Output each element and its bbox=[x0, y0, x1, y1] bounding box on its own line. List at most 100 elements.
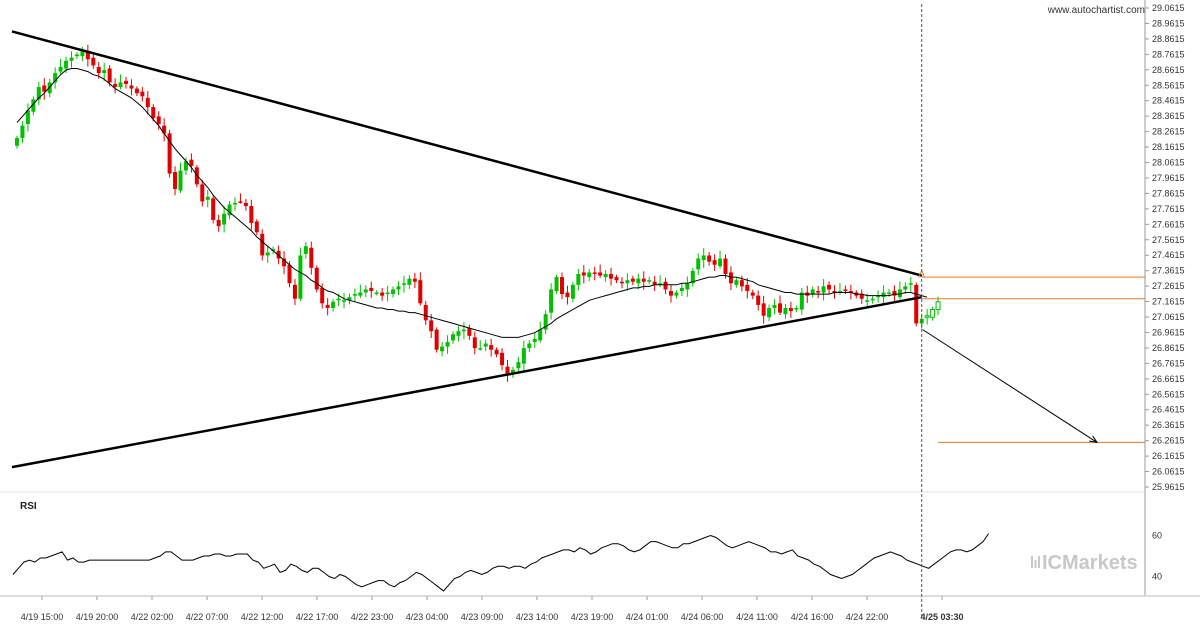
candle-bull bbox=[265, 252, 270, 256]
candle-bull bbox=[865, 300, 870, 302]
candle-bear bbox=[560, 277, 564, 295]
candle-bear bbox=[816, 290, 821, 293]
brand-prefix: IC bbox=[1042, 552, 1062, 574]
y-tick-label: 27.6615 bbox=[1152, 219, 1185, 229]
candlestick-series bbox=[15, 44, 941, 382]
candle-bear bbox=[276, 250, 281, 259]
candle-bear bbox=[282, 258, 287, 267]
candle-bear bbox=[369, 287, 374, 291]
candle-bear bbox=[314, 267, 319, 290]
y-tick-label: 26.3615 bbox=[1152, 420, 1185, 430]
candle-bull bbox=[538, 329, 543, 341]
candle-bear bbox=[107, 68, 112, 83]
candle-bull bbox=[401, 283, 406, 285]
candle-bear bbox=[489, 345, 494, 350]
candle-bear bbox=[287, 264, 292, 284]
candle-bull bbox=[636, 278, 641, 284]
candle-bear bbox=[728, 272, 733, 284]
y-tick-label: 26.1615 bbox=[1152, 451, 1185, 461]
candle-bull bbox=[102, 70, 107, 74]
candle-bear bbox=[669, 290, 673, 296]
x-tick-label: 4/22 02:00 bbox=[131, 612, 174, 622]
rsi-level-label: 40 bbox=[1152, 572, 1162, 582]
x-tick-label: 4/22 23:00 bbox=[351, 612, 394, 622]
candle-bull bbox=[532, 338, 537, 342]
candle-bull bbox=[303, 246, 308, 254]
candle-bear bbox=[412, 278, 417, 282]
x-tick-label: 4/22 07:00 bbox=[186, 612, 229, 622]
y-tick-label: 28.3615 bbox=[1152, 111, 1185, 121]
y-tick-label: 26.9615 bbox=[1152, 327, 1185, 337]
candle-bear bbox=[663, 281, 668, 290]
x-tick-label: 4/23 09:00 bbox=[461, 612, 504, 622]
y-tick-label: 28.9615 bbox=[1152, 18, 1185, 28]
icmarkets-logo: ICMarkets bbox=[1031, 552, 1138, 574]
candle-bear bbox=[429, 320, 434, 332]
y-tick-label: 27.8615 bbox=[1152, 188, 1185, 198]
candle-bear bbox=[140, 91, 145, 97]
brand-suffix: Markets bbox=[1062, 552, 1138, 574]
candle-bear bbox=[500, 352, 505, 366]
candle-bull bbox=[352, 294, 357, 296]
x-tick-label: 4/22 12:00 bbox=[241, 612, 284, 622]
candle-bull bbox=[58, 66, 63, 72]
candle-bull bbox=[625, 280, 630, 284]
candle-bull bbox=[881, 292, 886, 298]
y-tick-label: 26.5615 bbox=[1152, 389, 1185, 399]
candle-bull bbox=[31, 99, 36, 112]
candle-bear bbox=[739, 280, 744, 287]
candle-bear bbox=[750, 292, 755, 296]
x-tick-label: 4/25 03:30 bbox=[920, 612, 963, 622]
candle-bear bbox=[124, 80, 128, 84]
candle-bull bbox=[679, 287, 684, 291]
candle-bear bbox=[189, 159, 194, 166]
candle-bear bbox=[91, 57, 96, 66]
candle-bear bbox=[96, 66, 101, 74]
candle-bear bbox=[134, 88, 139, 94]
candle-bear bbox=[434, 329, 439, 350]
y-tick-label: 28.8615 bbox=[1152, 34, 1185, 44]
candle-bear bbox=[505, 366, 510, 375]
candle-bear bbox=[129, 85, 134, 89]
candle-bear bbox=[320, 287, 325, 304]
candle-bear bbox=[380, 292, 385, 296]
candle-bull bbox=[118, 82, 123, 88]
x-tick-label: 4/24 06:00 bbox=[681, 612, 724, 622]
candle-bull bbox=[701, 255, 706, 261]
candle-bull bbox=[298, 255, 303, 299]
y-tick-label: 26.8615 bbox=[1152, 343, 1185, 353]
candle-bull bbox=[271, 249, 276, 251]
y-tick-label: 26.4615 bbox=[1152, 405, 1185, 415]
y-tick-label: 26.7615 bbox=[1152, 358, 1185, 368]
autochartist-watermark: www.autochartist.com bbox=[1047, 5, 1145, 16]
candle-bear bbox=[914, 284, 919, 324]
moving-average-line bbox=[16, 68, 928, 338]
candle-bull bbox=[897, 289, 902, 298]
candle-bear bbox=[260, 233, 265, 256]
candle-bull bbox=[783, 307, 788, 315]
candle-bear bbox=[788, 307, 793, 312]
candle-bull bbox=[935, 301, 941, 311]
candle-bull bbox=[924, 315, 930, 318]
candle-bull bbox=[674, 292, 679, 296]
candle-bear bbox=[309, 247, 314, 268]
candle-bull bbox=[385, 292, 390, 295]
candle-bull bbox=[440, 346, 445, 352]
candle-bull bbox=[74, 54, 79, 57]
candle-bear bbox=[843, 289, 848, 291]
candle-bull bbox=[876, 295, 881, 298]
x-tick-label: 4/24 01:00 bbox=[626, 612, 669, 622]
candle-bull bbox=[647, 280, 652, 282]
candle-bull bbox=[331, 301, 336, 308]
candle-bear bbox=[423, 304, 428, 321]
candle-bear bbox=[848, 290, 853, 293]
candle-bull bbox=[908, 283, 913, 285]
candle-bull bbox=[903, 286, 908, 290]
candle-bear bbox=[243, 202, 248, 207]
candle-bull bbox=[718, 258, 723, 267]
candle-bull bbox=[690, 270, 695, 284]
candle-bull bbox=[837, 290, 842, 293]
candle-bull bbox=[456, 331, 461, 336]
candle-bear bbox=[156, 116, 161, 125]
candle-bull bbox=[603, 273, 608, 278]
